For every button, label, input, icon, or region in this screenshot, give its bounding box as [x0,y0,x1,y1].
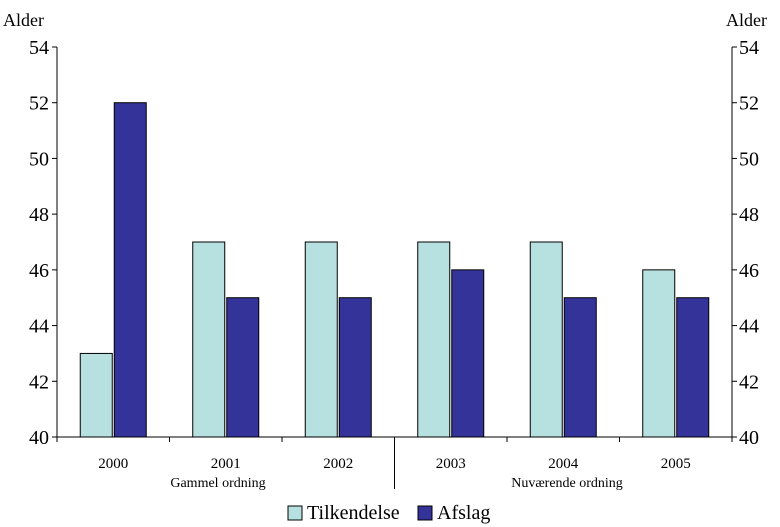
bar-afslag-2002 [338,297,372,438]
left-y-axis: 40 42 44 46 48 50 52 54 [29,37,58,449]
x-tick-label: 2003 [436,456,466,472]
bar-afslag-2003 [451,269,485,438]
legend-swatch-afslag [417,505,433,521]
x-tick-label: 2001 [211,456,241,472]
x-tick-label: 2000 [98,456,128,472]
x-tick-label: 2004 [548,456,579,472]
x-tick-label: 2005 [661,456,691,472]
left-tick-label: 50 [29,148,49,170]
bar-afslag-2000 [113,102,147,438]
right-tick-label: 48 [739,204,759,226]
legend-label-tilkendelse: Tilkendelse [307,502,400,524]
left-tick-label: 48 [29,204,49,226]
group-label-gammel: Gammel ordning [170,476,265,491]
bars [79,102,710,438]
right-tick-label: 46 [739,260,759,282]
right-tick-label: 52 [739,93,759,115]
right-tick-label: 40 [739,427,759,449]
bar-afslag-2005 [676,297,710,438]
left-tick-label: 44 [29,316,49,338]
right-y-axis: 40 42 44 46 48 50 52 54 [731,37,759,449]
bar-tilkendelse-2000 [79,352,113,438]
left-tick-label: 42 [29,371,49,393]
right-tick-label: 54 [739,37,759,59]
left-tick-label: 46 [29,260,49,282]
bar-tilkendelse-2005 [642,269,676,438]
bar-tilkendelse-2004 [529,241,563,438]
legend-swatch-tilkendelse [287,505,303,521]
right-tick-label: 50 [739,148,759,170]
left-tick-label: 52 [29,93,49,115]
x-axis: 2000 2001 2002 2003 2004 2005 [56,436,733,489]
x-tick-label: 2002 [323,456,353,472]
bar-tilkendelse-2002 [304,241,338,438]
bar-tilkendelse-2001 [192,241,226,438]
legend: Tilkendelse Afslag [287,502,490,524]
right-tick-label: 42 [739,371,759,393]
legend-label-afslag: Afslag [437,502,490,524]
bar-tilkendelse-2003 [417,241,451,438]
group-label-nuvaerende: Nuværende ordning [511,476,623,491]
bar-afslag-2004 [563,297,597,438]
left-axis-label: Alder [3,10,44,30]
right-tick-label: 44 [739,316,759,338]
left-tick-label: 54 [29,37,49,59]
right-axis-label: Alder [726,10,767,30]
left-tick-label: 40 [29,427,49,449]
bar-afslag-2001 [226,297,260,438]
